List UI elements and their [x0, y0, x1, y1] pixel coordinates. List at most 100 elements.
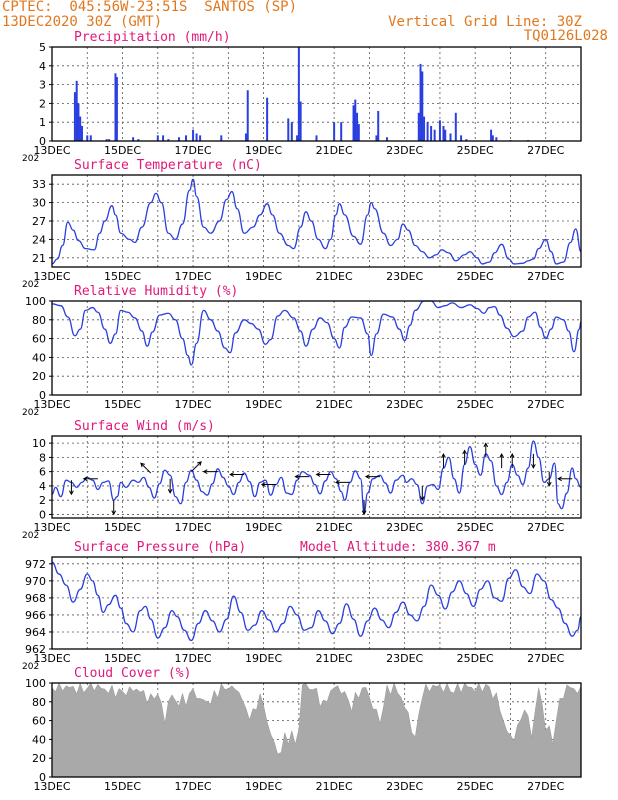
- y-tick-label: 40: [32, 351, 46, 364]
- x-tick-label: 17DEC: [175, 780, 212, 793]
- wind-arrow: [364, 474, 380, 479]
- precip-bar: [137, 139, 140, 141]
- y-tick-label: 3: [39, 79, 46, 92]
- x-year-label-cut: 202: [22, 408, 39, 418]
- y-tick-label: 10: [32, 437, 46, 450]
- x-year-label-cut: 202: [22, 154, 39, 164]
- y-tick-label: 8: [39, 451, 46, 464]
- y-tick-label: 968: [25, 592, 46, 605]
- precip-bar: [465, 139, 468, 141]
- y-tick-label: 33: [32, 178, 46, 191]
- precip-bar: [114, 73, 117, 141]
- y-tick-label: 21: [32, 252, 46, 265]
- wind-arrow: [462, 449, 467, 465]
- plot-area-wind: [52, 436, 581, 518]
- x-tick-label: 25DEC: [457, 144, 494, 157]
- precip-bar: [167, 139, 170, 141]
- y-tick-label: 6: [39, 466, 46, 479]
- wind-arrow-head: [294, 474, 300, 479]
- precip-bar: [86, 135, 89, 141]
- precip-bar: [244, 133, 247, 141]
- wind-arrow-head: [315, 472, 321, 477]
- precip-bar: [195, 133, 198, 141]
- precip-bar: [75, 80, 78, 141]
- wind-arrow-head: [361, 510, 367, 516]
- x-tick-label: 19DEC: [245, 780, 282, 793]
- wind-arrow: [82, 476, 98, 482]
- wind-arrow: [499, 453, 505, 469]
- x-tick-label: 13DEC: [33, 144, 70, 157]
- x-tick-label: 19DEC: [245, 398, 282, 411]
- precip-bar: [79, 116, 82, 141]
- x-tick-label: 19DEC: [245, 270, 282, 283]
- panel-rh: 0 20 40 60 80 100 13DEC 15DEC 17DEC 19DEC 21DEC 23D…: [22, 284, 582, 418]
- x-tick-label: 17DEC: [175, 270, 212, 283]
- wind-arrow: [546, 471, 552, 487]
- plot-frame-rh: [51, 300, 582, 396]
- wind-arrow-head: [531, 464, 536, 469]
- plot-frame-precip: [51, 46, 582, 142]
- precip-bar: [438, 120, 441, 141]
- x-year-label-cut: 202: [22, 531, 39, 541]
- x-tick-label: 23DEC: [386, 144, 423, 157]
- y-tick-label: 20: [32, 370, 46, 383]
- precip-bar: [192, 129, 195, 141]
- wind-arrow: [229, 472, 245, 477]
- wind-arrow-head: [546, 481, 552, 487]
- y-tick-label: 60: [32, 715, 46, 728]
- precip-bar: [315, 135, 318, 141]
- precip-bar: [417, 112, 420, 141]
- x-tick-label: 13DEC: [33, 780, 70, 793]
- wind-arrow-shaft: [190, 461, 202, 473]
- x-tick-label: 15DEC: [104, 780, 141, 793]
- precip-bar: [460, 135, 463, 141]
- precip-bar: [340, 122, 343, 141]
- y-tick-label: 0: [39, 135, 46, 148]
- y-tick-label: 30: [32, 197, 46, 210]
- y-tick-label: 40: [32, 733, 46, 746]
- panel-title-cloud: Cloud Cover (%): [74, 666, 191, 681]
- header-date: 13DEC2020 30Z (GMT): [2, 14, 163, 30]
- wind-arrow-head: [260, 482, 266, 487]
- cloud-cover-area: [51, 682, 582, 778]
- x-tick-label: 25DEC: [457, 652, 494, 665]
- x-tick-label: 27DEC: [527, 521, 564, 534]
- plot-frame-cloud: [51, 682, 582, 778]
- panel-pressure: 962 964 966 968 970 972 13DEC 15DEC 17DEC 19DEC 21…: [22, 540, 582, 672]
- precip-bar: [433, 129, 436, 141]
- precip-bar: [185, 135, 188, 141]
- x-tick-label: 13DEC: [33, 521, 70, 534]
- x-tick-label: 21DEC: [316, 780, 353, 793]
- precip-bar: [89, 135, 92, 141]
- precip-bar: [386, 137, 389, 141]
- x-tick-label: 15DEC: [104, 652, 141, 665]
- precip-bar: [490, 129, 493, 141]
- x-year-label-cut: 202: [22, 280, 39, 290]
- x-tick-label: 23DEC: [386, 270, 423, 283]
- precip-bar: [80, 125, 83, 141]
- precip-bar: [356, 112, 359, 141]
- x-tick-label: 17DEC: [175, 144, 212, 157]
- x-tick-label: 23DEC: [386, 398, 423, 411]
- precip-bar: [108, 139, 111, 141]
- precip-bar: [296, 135, 299, 141]
- wind-arrow: [441, 453, 446, 469]
- x-tick-label: 25DEC: [457, 521, 494, 534]
- precip-bar: [444, 129, 447, 141]
- wind-arrow-head: [202, 469, 208, 475]
- wind-arrow: [167, 478, 173, 494]
- x-tick-label: 21DEC: [316, 652, 353, 665]
- wind-arrow: [509, 453, 515, 469]
- y-tick-label: 966: [25, 609, 46, 622]
- x-tick-label: 15DEC: [104, 398, 141, 411]
- header-model-code: TQ0126L028: [523, 28, 608, 44]
- y-tick-label: 2: [39, 97, 46, 110]
- y-tick-label: 80: [32, 314, 46, 327]
- wind-arrow-head: [229, 472, 234, 477]
- precip-bar: [354, 99, 357, 141]
- x-tick-label: 25DEC: [457, 270, 494, 283]
- wind-arrow: [315, 472, 331, 477]
- y-tick-label: 970: [25, 575, 46, 588]
- x-tick-label: 19DEC: [245, 521, 282, 534]
